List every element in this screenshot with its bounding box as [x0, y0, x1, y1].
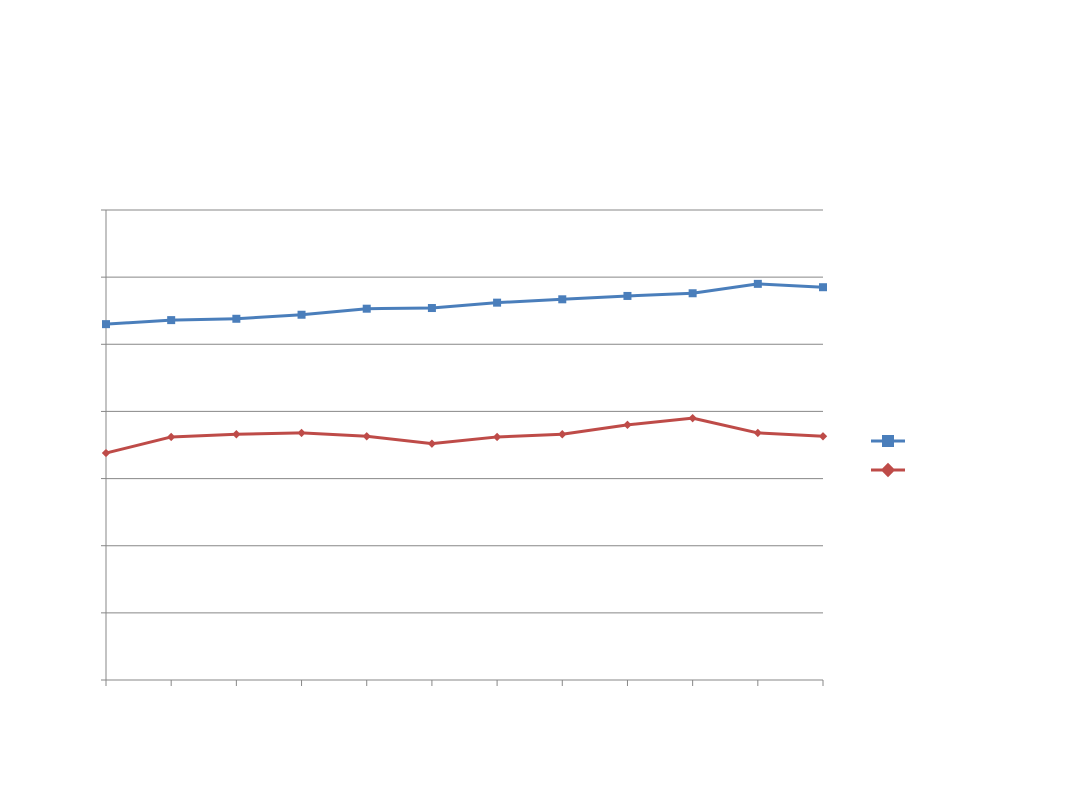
data-point: [297, 428, 306, 438]
data-point: [427, 439, 437, 448]
data-point: [362, 432, 371, 441]
data-point: [102, 320, 110, 329]
data-point: [623, 420, 632, 430]
data-point: [753, 428, 763, 438]
data-point: [558, 430, 567, 439]
series-line: [105, 416, 824, 455]
data-point: [167, 316, 176, 325]
data-point: [688, 289, 697, 298]
data-point: [493, 298, 502, 307]
data-point: [427, 304, 436, 313]
data-point: [688, 413, 697, 423]
data-point: [362, 304, 371, 313]
data-point: [492, 432, 502, 442]
data-point: [232, 430, 241, 439]
data-point: [297, 310, 306, 319]
legend-marker: [882, 435, 894, 447]
legend-marker: [880, 462, 896, 478]
series-line: [105, 282, 824, 326]
data-point: [101, 448, 111, 458]
data-point: [753, 279, 762, 288]
data-point: [818, 432, 828, 441]
data-point: [623, 291, 632, 300]
data-point: [166, 432, 176, 442]
data-point: [819, 283, 827, 292]
data-point: [232, 314, 241, 323]
data-point: [558, 295, 567, 304]
